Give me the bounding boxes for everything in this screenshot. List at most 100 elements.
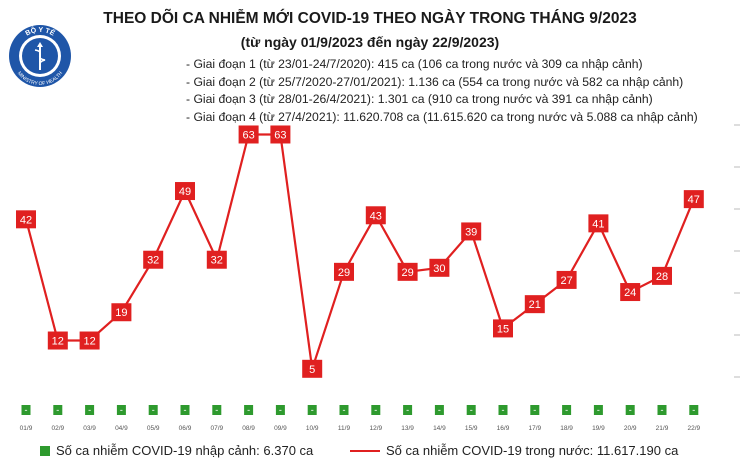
data-label: 32	[143, 250, 164, 269]
imported-bar: -	[689, 405, 699, 415]
imported-bar: -	[498, 405, 508, 415]
imported-bar-box	[466, 405, 476, 415]
data-label: 19	[111, 303, 132, 322]
data-label-box	[493, 319, 513, 338]
data-label-text: 32	[211, 255, 223, 267]
imported-bar-box	[339, 405, 349, 415]
data-label-text: 43	[370, 210, 382, 222]
x-tick-label: 12/9	[369, 425, 382, 432]
data-label: 29	[334, 262, 354, 281]
data-label-box	[238, 125, 259, 144]
x-tick-label: 17/9	[528, 425, 541, 432]
data-label: 15	[493, 319, 513, 338]
imported-bar-box	[53, 405, 63, 415]
imported-bar-box	[116, 405, 126, 415]
x-tick-label: 18/9	[560, 425, 573, 432]
imported-bar: -	[116, 405, 126, 415]
imported-bar: -	[625, 405, 635, 415]
data-label-box	[588, 214, 609, 233]
data-label: 41	[588, 214, 609, 233]
phase-summary: - Giai đoạn 1 (từ 23/01-24/7/2020): 415 …	[186, 56, 698, 126]
phase-line-1: - Giai đoạn 1 (từ 23/01-24/7/2020): 415 …	[186, 57, 643, 71]
imported-bar: -	[212, 405, 222, 415]
legend-label-imported: Số ca nhiễm COVID-19 nhập cảnh: 6.370 ca	[56, 443, 314, 458]
imported-bar: -	[466, 405, 476, 415]
data-label-box	[397, 262, 418, 281]
x-tick-label: 10/9	[306, 425, 319, 432]
x-tick-label: 07/9	[210, 425, 223, 432]
data-label-box	[175, 182, 195, 201]
x-tick-label: 19/9	[592, 425, 605, 432]
imported-bar-label: -	[88, 405, 91, 415]
x-tick-label: 05/9	[147, 425, 160, 432]
right-axis-ticks	[734, 124, 740, 378]
imported-bar-box	[212, 405, 222, 415]
data-label-text: 28	[656, 271, 668, 283]
imported-bar-label: -	[533, 405, 536, 415]
data-label-box	[16, 210, 36, 229]
imported-bar-label: -	[502, 405, 505, 415]
data-labels: 42 12 12 19 32 49 32 63 63 5 29 43 29 30 39 15 21 27 41 24 2…	[16, 125, 704, 378]
imported-bar-box	[562, 405, 572, 415]
data-label: 39	[461, 222, 482, 241]
data-label-text: 49	[179, 186, 191, 198]
data-label-text: 5	[309, 364, 315, 376]
x-tick-label: 16/9	[497, 425, 510, 432]
data-label-box	[47, 331, 68, 350]
data-label: 47	[683, 190, 704, 209]
data-label-text: 41	[592, 218, 604, 230]
imported-bar-label: -	[692, 405, 695, 415]
data-label-text: 29	[401, 267, 413, 279]
x-tick-label: 04/9	[115, 425, 128, 432]
imported-bar-label: -	[25, 405, 28, 415]
imported-bar: -	[530, 405, 540, 415]
data-label-box	[143, 250, 164, 269]
data-label: 21	[524, 295, 545, 314]
data-label-text: 27	[560, 275, 572, 287]
imported-bar: -	[21, 405, 31, 415]
legend-item-imported: Số ca nhiễm COVID-19 nhập cảnh: 6.370 ca	[40, 443, 313, 458]
imported-bar-box	[657, 405, 667, 415]
data-label-box	[556, 270, 577, 289]
phase-line-4: - Giai đoạn 4 (từ 27/4/2021): 11.620.708…	[186, 109, 698, 124]
data-label: 43	[365, 206, 386, 225]
imported-bar-box	[275, 405, 285, 415]
data-label: 12	[47, 331, 68, 350]
data-label-text: 32	[147, 255, 159, 267]
imported-bar-label: -	[597, 405, 600, 415]
data-label-text: 29	[338, 267, 350, 279]
imported-bar-label: -	[279, 405, 282, 415]
chart-subtitle: (từ ngày 01/9/2023 đến ngày 22/9/2023)	[240, 34, 500, 50]
chart-area: - - - - - - - - - - - - - - - - - - - - - - 42 12 12 19 32 49 32 63 6…	[16, 124, 740, 432]
data-label-box	[270, 125, 291, 144]
data-label-text: 42	[20, 214, 32, 226]
x-tick-label: 01/9	[20, 425, 33, 432]
imported-bar: -	[562, 405, 572, 415]
data-label: 49	[175, 182, 195, 201]
x-tick-label: 02/9	[51, 425, 64, 432]
imported-bar-box	[530, 405, 540, 415]
imported-bar-label: -	[438, 405, 441, 415]
imported-bar: -	[657, 405, 667, 415]
imported-bar-label: -	[406, 405, 409, 415]
imported-bar-box	[148, 405, 158, 415]
data-label-box	[111, 303, 132, 322]
imported-bar: -	[85, 405, 95, 415]
imported-bar-label: -	[629, 405, 632, 415]
imported-bars: ----------------------	[21, 405, 699, 415]
imported-bar-label: -	[565, 405, 568, 415]
x-axis-labels: 01/9 02/9 03/9 04/9 05/9 06/9 07/9 08/9 09/9 10/9…	[20, 425, 701, 432]
imported-bar: -	[593, 405, 603, 415]
data-label-box	[652, 266, 672, 285]
data-label: 29	[397, 262, 418, 281]
imported-bar: -	[53, 405, 63, 415]
imported-bar-box	[403, 405, 413, 415]
imported-bar: -	[307, 405, 317, 415]
imported-bar: -	[148, 405, 158, 415]
imported-bar-box	[85, 405, 95, 415]
x-tick-label: 14/9	[433, 425, 446, 432]
data-label: 30	[429, 258, 450, 277]
imported-bar-label: -	[470, 405, 473, 415]
imported-bar: -	[244, 405, 254, 415]
data-label-text: 15	[497, 323, 509, 335]
